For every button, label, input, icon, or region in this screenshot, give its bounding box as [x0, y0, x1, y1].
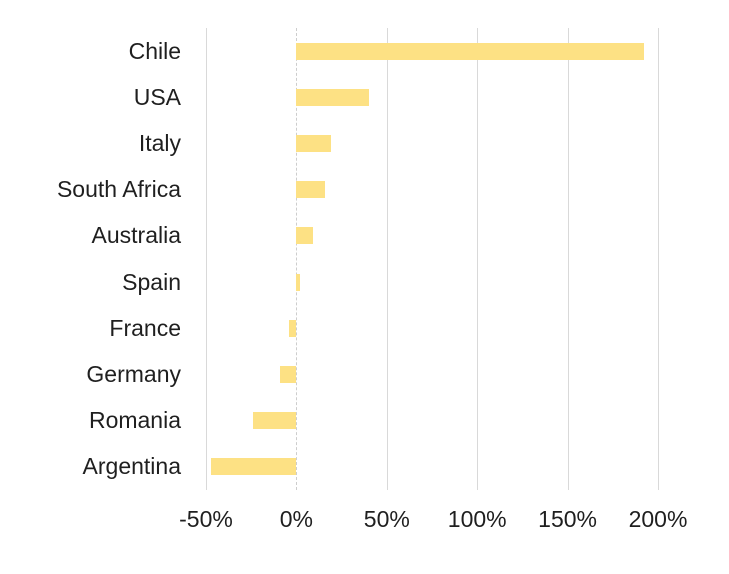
- bar-south-africa: [296, 181, 326, 199]
- gridline: [567, 28, 569, 490]
- x-tick-label: 150%: [538, 506, 598, 532]
- x-tick-label: 100%: [447, 506, 507, 532]
- category-row: Chile: [0, 28, 206, 74]
- category-row: France: [0, 305, 206, 351]
- bar-chile: [296, 42, 644, 60]
- category-label: Argentina: [82, 453, 181, 480]
- category-row: South Africa: [0, 167, 206, 213]
- x-tick-label: 50%: [363, 506, 410, 532]
- x-tick-label: -50%: [179, 506, 233, 532]
- gridline: [386, 28, 388, 490]
- category-label: Romania: [88, 407, 181, 434]
- zero-axis-line: [296, 28, 298, 490]
- category-axis: Chile USA Italy South Africa Australia Spain F…: [0, 28, 206, 490]
- x-tick-label: 0%: [279, 506, 314, 532]
- category-row: Romania: [0, 398, 206, 444]
- category-label: Chile: [128, 37, 181, 64]
- category-label: Australia: [91, 222, 181, 249]
- category-row: Argentina: [0, 444, 206, 490]
- category-label: Spain: [122, 268, 181, 295]
- category-row: Germany: [0, 351, 206, 397]
- bar-germany: [280, 366, 297, 383]
- category-label: South Africa: [56, 176, 181, 203]
- category-row: USA: [0, 74, 206, 120]
- gridline: [477, 28, 479, 490]
- x-tick-label: 200%: [628, 506, 688, 532]
- category-label: USA: [133, 83, 181, 110]
- gridline: [658, 28, 659, 490]
- bar-france: [289, 319, 297, 337]
- category-row: Australia: [0, 213, 206, 259]
- bar-usa: [296, 88, 369, 106]
- category-label: Italy: [138, 129, 181, 156]
- category-row: Spain: [0, 259, 206, 305]
- category-label: Germany: [86, 360, 181, 387]
- bar-australia: [296, 227, 313, 245]
- gridline: [206, 28, 207, 490]
- bar-argentina: [211, 458, 297, 476]
- plot-area: -50% 0% 50% 100% 150% 200%: [179, 28, 687, 532]
- bar-italy: [296, 135, 331, 152]
- category-row: Italy: [0, 120, 206, 166]
- bar-spain: [296, 273, 300, 291]
- bar-romania: [253, 412, 297, 430]
- category-label: France: [109, 314, 181, 341]
